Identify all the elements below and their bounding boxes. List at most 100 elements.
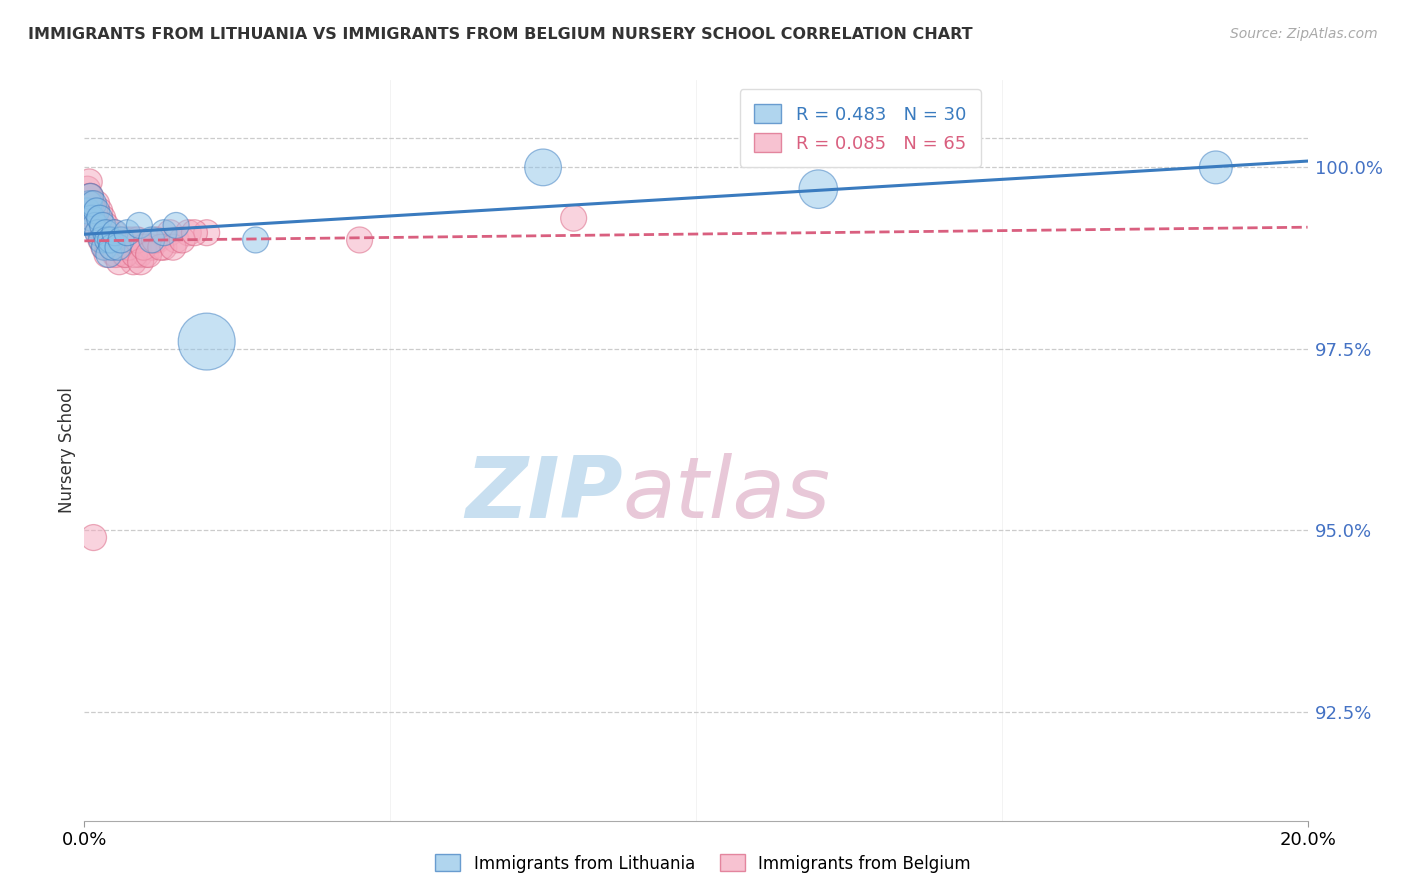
Point	[100, 233, 122, 247]
Point	[87, 226, 110, 240]
Point	[115, 233, 138, 247]
Point	[90, 233, 112, 247]
Point	[114, 247, 136, 261]
Point	[101, 240, 124, 254]
Point	[91, 211, 114, 226]
Point	[120, 233, 142, 247]
Point	[97, 233, 120, 247]
Point	[117, 240, 139, 254]
Point	[84, 211, 107, 226]
Point	[110, 233, 132, 247]
Point	[87, 226, 110, 240]
Text: atlas: atlas	[623, 453, 831, 536]
Point	[112, 247, 135, 261]
Point	[98, 233, 121, 247]
Point	[83, 196, 105, 211]
Point	[115, 226, 138, 240]
Point	[159, 226, 181, 240]
Point	[101, 240, 124, 254]
Point	[97, 240, 120, 254]
Point	[90, 233, 112, 247]
Point	[80, 196, 103, 211]
Point	[80, 211, 103, 226]
Point	[107, 240, 129, 254]
Point	[104, 247, 127, 261]
Point	[89, 203, 111, 218]
Point	[120, 240, 142, 254]
Text: IMMIGRANTS FROM LITHUANIA VS IMMIGRANTS FROM BELGIUM NURSERY SCHOOL CORRELATION : IMMIGRANTS FROM LITHUANIA VS IMMIGRANTS …	[28, 27, 973, 42]
Point	[128, 219, 150, 233]
Point	[531, 161, 554, 175]
Point	[141, 233, 163, 247]
Text: Source: ZipAtlas.com: Source: ZipAtlas.com	[1230, 27, 1378, 41]
Y-axis label: Nursery School: Nursery School	[58, 387, 76, 514]
Point	[138, 247, 160, 261]
Point	[562, 211, 585, 226]
Point	[195, 334, 218, 349]
Point	[195, 226, 218, 240]
Text: ZIP: ZIP	[465, 453, 623, 536]
Legend: R = 0.483   N = 30, R = 0.085   N = 65: R = 0.483 N = 30, R = 0.085 N = 65	[740, 89, 980, 167]
Point	[94, 226, 117, 240]
Point	[86, 196, 108, 211]
Point	[79, 189, 101, 203]
Point	[91, 219, 114, 233]
Point	[83, 203, 105, 218]
Point	[349, 233, 371, 247]
Point	[76, 182, 98, 196]
Point	[165, 233, 187, 247]
Point	[183, 226, 205, 240]
Point	[122, 254, 145, 268]
Point	[79, 189, 101, 203]
Point	[107, 233, 129, 247]
Point	[84, 219, 107, 233]
Point	[1205, 161, 1227, 175]
Point	[108, 254, 131, 268]
Point	[162, 240, 184, 254]
Point	[124, 247, 146, 261]
Point	[172, 233, 194, 247]
Point	[97, 226, 120, 240]
Point	[149, 240, 172, 254]
Point	[125, 233, 148, 247]
Point	[807, 182, 830, 196]
Point	[96, 247, 118, 261]
Point	[153, 240, 176, 254]
Point	[104, 226, 127, 240]
Point	[93, 233, 115, 247]
Point	[83, 203, 105, 218]
Point	[77, 175, 100, 189]
Point	[89, 211, 111, 226]
Point	[143, 233, 166, 247]
Point	[165, 219, 187, 233]
Point	[86, 203, 108, 218]
Point	[97, 247, 120, 261]
Point	[110, 240, 132, 254]
Point	[105, 247, 128, 261]
Point	[93, 240, 115, 254]
Point	[245, 233, 267, 247]
Point	[101, 240, 124, 254]
Point	[90, 226, 112, 240]
Legend: Immigrants from Lithuania, Immigrants from Belgium: Immigrants from Lithuania, Immigrants fr…	[429, 847, 977, 880]
Point	[94, 219, 117, 233]
Point	[80, 196, 103, 211]
Point	[135, 247, 157, 261]
Point	[128, 247, 150, 261]
Point	[132, 240, 155, 254]
Point	[146, 233, 169, 247]
Point	[153, 226, 176, 240]
Point	[76, 203, 98, 218]
Point	[79, 189, 101, 203]
Point	[87, 219, 110, 233]
Point	[103, 226, 125, 240]
Point	[100, 233, 122, 247]
Point	[82, 211, 104, 226]
Point	[111, 233, 134, 247]
Point	[129, 254, 152, 268]
Point	[83, 531, 105, 545]
Point	[177, 226, 200, 240]
Point	[127, 233, 149, 247]
Point	[93, 240, 115, 254]
Point	[131, 240, 153, 254]
